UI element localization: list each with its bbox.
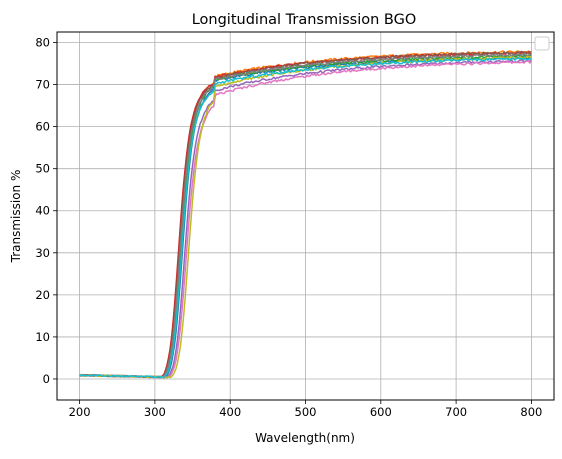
axis-layer: 200 300 400 500 600 700 800 0 10 20 30 40 50 60 70 80 [35, 36, 542, 419]
x-tick-label: 600 [370, 405, 392, 419]
y-tick-label: 0 [43, 372, 50, 386]
y-tick-label: 10 [35, 330, 50, 344]
series-layer [79, 50, 533, 379]
legend-box [534, 36, 550, 51]
x-tick-label: 500 [295, 405, 317, 419]
y-tick-label: 30 [35, 246, 50, 260]
x-tick-label: 700 [445, 405, 467, 419]
x-tick-label: 300 [144, 405, 166, 419]
x-tick-label: 200 [69, 405, 91, 419]
y-tick-label: 60 [35, 120, 50, 134]
x-tick-label: 400 [219, 405, 241, 419]
y-tick-label: 70 [35, 78, 50, 92]
y-axis-label: Transmission % [9, 170, 23, 264]
y-tick-label: 50 [35, 162, 50, 176]
grid-layer [57, 32, 554, 400]
x-axis-label: Wavelength(nm) [255, 431, 355, 445]
y-tick-label: 80 [35, 36, 50, 50]
y-tick-label: 40 [35, 204, 50, 218]
y-tick-label: 20 [35, 288, 50, 302]
x-tick-label: 800 [520, 405, 542, 419]
chart-title: Longitudinal Transmission BGO [192, 12, 417, 28]
series-line [79, 57, 532, 379]
